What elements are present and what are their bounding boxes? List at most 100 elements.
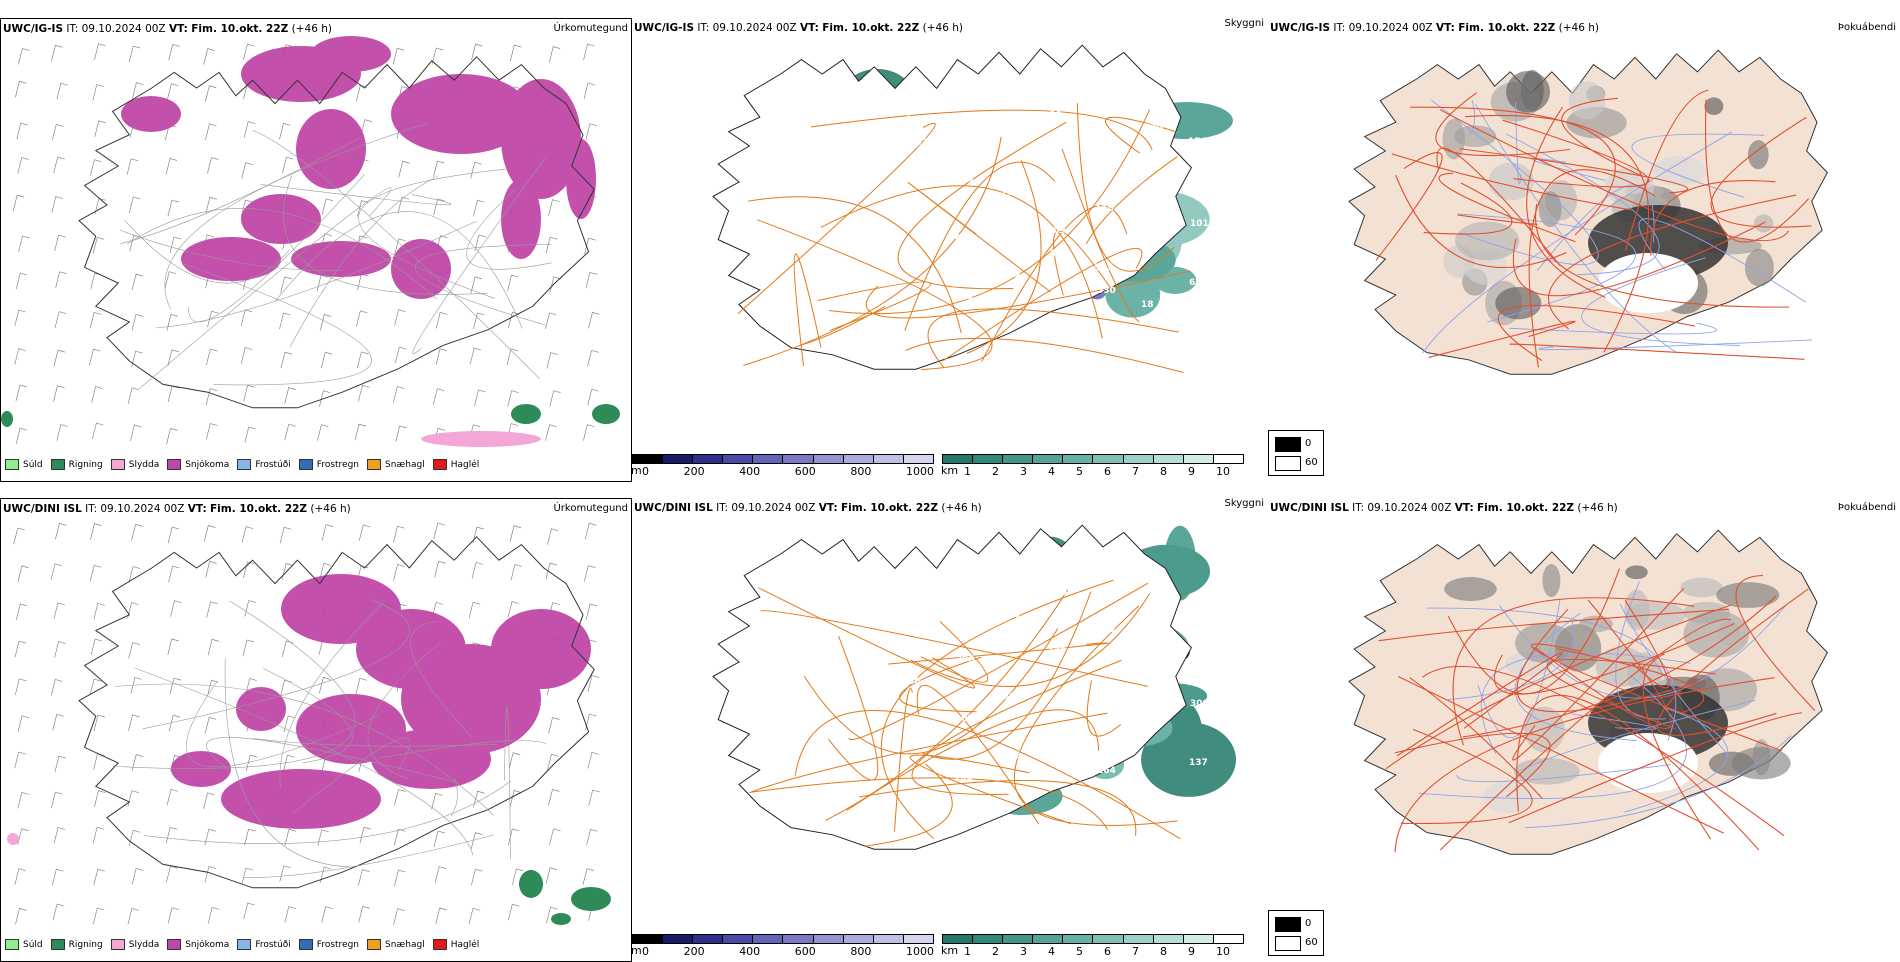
wind-barb [167,526,180,544]
legend-item: Haglél [432,939,480,950]
colorbar-cell [783,935,814,943]
road-line [1642,653,1712,840]
road-line [1394,732,1551,798]
precip-area [511,404,541,424]
wind-barb [319,866,332,884]
fog-area [1744,248,1774,287]
road-line [1400,728,1533,825]
wind-barb [17,715,30,732]
wind-barb [359,826,372,844]
fog-key-low: 0 [1305,438,1312,449]
cloud-base-label: 74 [1143,662,1156,672]
wind-barb [320,351,333,369]
legend-swatch [167,939,182,950]
legend-label: Haglél [450,939,480,950]
fog-area [1652,156,1706,186]
wind-barb [508,311,520,329]
wind-barb [547,528,559,545]
wind-barb [54,641,66,658]
road-line [144,780,512,844]
legend-label: Snjókoma [185,939,230,950]
road-line [927,308,1179,368]
river-line [1480,652,1691,755]
wind-barb [132,82,144,99]
wind-barb [471,43,483,61]
legend-swatch [167,459,182,470]
wind-barb [244,426,256,444]
road-line [827,635,879,781]
colorbar-cell [1123,935,1154,943]
road-line [1624,600,1670,689]
wind-barb [472,526,484,544]
wind-barb [435,907,447,925]
wind-barb [280,679,292,697]
wind-barb [356,310,368,327]
cloud-base-label: 300 [1190,699,1209,709]
cloud-base-label: 118 [1144,603,1163,613]
cloud-base-label: 401 [908,197,927,207]
wind-barb [392,47,405,65]
road-line [820,185,1103,339]
road-line [112,600,356,769]
fog-area [1680,577,1723,598]
wind-barb [54,755,67,773]
wind-barb [17,157,29,174]
road-line [1561,97,1644,178]
wind-barb [433,198,445,216]
colorbar-cell [633,455,664,463]
cloud-base-label: 62 [1189,278,1202,288]
lead-time: (+46 h) [310,503,351,515]
wind-barb [205,423,218,440]
river-line [1624,706,1728,813]
cloud-base-label: 180 [909,618,928,628]
wind-barb [470,161,482,179]
wind-barb [585,271,598,289]
colorbar-cell [753,935,784,943]
fog-index-panel: UWC/DINI ISL IT: 09.10.2024 00Z VT: Fim.… [1268,498,1900,962]
wind-barb [204,85,217,102]
road-line [134,667,474,856]
road-line [414,243,552,326]
wind-barb [129,234,141,252]
road-line [758,587,975,689]
fog-area [1483,780,1532,814]
road-line [1053,230,1115,296]
legend-item: Snæhagl [367,459,425,470]
wind-barb [207,157,219,174]
wind-barb [166,427,178,445]
lead-time: (+46 h) [1577,502,1618,514]
colorbar-cell [1093,455,1124,463]
wind-barb [90,638,103,656]
wind-barb [14,348,26,365]
wind-barb [243,561,255,579]
wind-barb [169,677,182,695]
wind-barb [548,46,561,63]
panel-header: UWC/DINI ISL IT: 09.10.2024 00Z VT: Fim.… [3,503,351,515]
fog-area [1542,563,1561,598]
road-line [737,122,936,315]
wind-barb [92,907,105,925]
cloud-base-label: 102 [955,714,974,724]
road-line [909,754,1072,825]
wind-barb [205,388,218,405]
legend-label: Snæhagl [385,939,425,950]
wind-barb [128,566,141,583]
wind-barb [93,868,105,886]
colorbar-tick: 3 [1020,465,1027,478]
cloud-base-label: 264 [954,293,973,303]
road-line [127,208,438,300]
cloud-base-label: 24 [1143,182,1156,192]
colorbar-tick: 10 [1216,465,1230,478]
road-line [367,641,442,780]
legend-swatch [367,939,382,950]
cloud-base-label: 18 [1141,300,1154,310]
snowfall-area [291,241,391,277]
vis-unit: km [941,944,959,957]
wind-barb [54,311,67,328]
road-line [1704,99,1810,243]
colorbar-cell [873,935,904,943]
wind-barb [168,714,181,732]
vt-label: VT: [187,503,207,515]
wind-barb [17,828,29,845]
wind-barb [587,675,600,692]
